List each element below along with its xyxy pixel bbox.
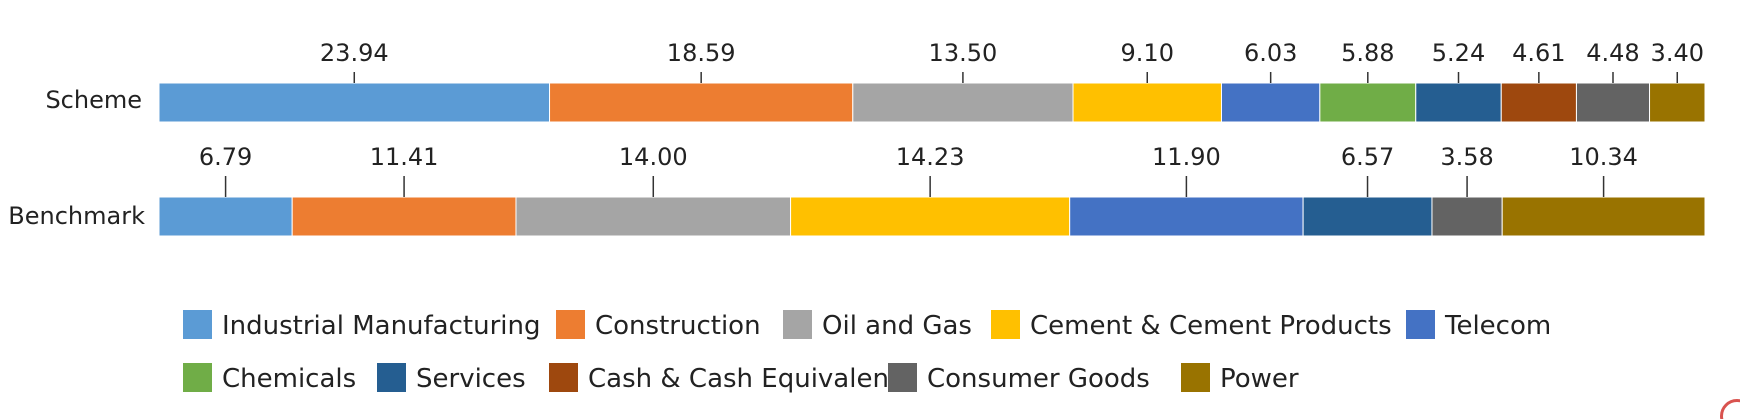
bar-scheme-oil-and-gas bbox=[852, 82, 1074, 123]
data-label-scheme-oil-and-gas: 13.50 bbox=[929, 39, 998, 67]
data-label-scheme-consumer-goods: 4.48 bbox=[1586, 39, 1639, 67]
bar-scheme-consumer-goods bbox=[1575, 82, 1651, 123]
legend-label-telecom: Telecom bbox=[1444, 311, 1551, 341]
legend-swatch-consumer-goods bbox=[888, 363, 917, 392]
data-label-scheme-cement-and-cement-products: 9.10 bbox=[1121, 39, 1174, 67]
row-label-scheme: Scheme bbox=[45, 86, 142, 114]
data-label-benchmark-services: 6.57 bbox=[1341, 143, 1394, 171]
legend-label-oil-and-gas: Oil and Gas bbox=[822, 311, 972, 341]
bar-scheme-telecom bbox=[1220, 82, 1321, 123]
row-label-benchmark: Benchmark bbox=[8, 202, 145, 230]
bar-scheme-construction bbox=[549, 82, 854, 123]
legend-label-consumer-goods: Consumer Goods bbox=[927, 364, 1150, 394]
legend-swatch-chemicals bbox=[183, 363, 212, 392]
legend: Industrial Manufacturing Construction Oil … bbox=[183, 310, 1551, 394]
data-label-scheme-cash-and-cash-equivalent: 4.61 bbox=[1512, 39, 1565, 67]
bar-benchmark-industrial-manufacturing bbox=[158, 196, 293, 237]
data-label-benchmark-construction: 11.41 bbox=[370, 143, 439, 171]
row-labels: Scheme Benchmark bbox=[8, 86, 145, 230]
legend-item-telecom: Telecom bbox=[1406, 310, 1551, 341]
legend-swatch-power bbox=[1181, 363, 1210, 392]
bar-benchmark-telecom bbox=[1069, 196, 1304, 237]
data-label-benchmark-cement-and-cement-products: 14.23 bbox=[896, 143, 965, 171]
bar-benchmark-cement-and-cement-products bbox=[790, 196, 1071, 237]
bar-scheme-power bbox=[1649, 82, 1706, 123]
legend-label-cash-and-cash-equivalent: Cash & Cash Equivalent bbox=[588, 364, 899, 394]
data-label-benchmark-power: 10.34 bbox=[1569, 143, 1638, 171]
bar-benchmark-services bbox=[1302, 196, 1433, 237]
data-label-benchmark-telecom: 11.90 bbox=[1152, 143, 1221, 171]
bar-benchmark-power bbox=[1501, 196, 1706, 237]
legend-label-chemicals: Chemicals bbox=[222, 364, 356, 394]
data-label-scheme-power: 3.40 bbox=[1651, 39, 1704, 67]
data-label-scheme-industrial-manufacturing: 23.94 bbox=[320, 39, 389, 67]
bar-benchmark-construction bbox=[291, 196, 517, 237]
data-label-benchmark-consumer-goods: 3.58 bbox=[1440, 143, 1493, 171]
legend-item-services: Services bbox=[377, 363, 526, 394]
legend-swatch-services bbox=[377, 363, 406, 392]
legend-item-chemicals: Chemicals bbox=[183, 363, 356, 394]
legend-label-construction: Construction bbox=[595, 311, 761, 341]
data-label-scheme-services: 5.24 bbox=[1432, 39, 1485, 67]
data-labels: 23.94 18.59 13.50 9.10 6.03 5.88 5.24 4.61 4.48 3… bbox=[199, 39, 1704, 197]
legend-label-cement-and-cement-products: Cement & Cement Products bbox=[1030, 311, 1392, 341]
legend-item-industrial-manufacturing: Industrial Manufacturing bbox=[183, 310, 540, 341]
legend-item-consumer-goods: Consumer Goods bbox=[888, 363, 1150, 394]
corner-accent bbox=[1718, 399, 1740, 419]
legend-item-cash-and-cash-equivalent: Cash & Cash Equivalent bbox=[549, 363, 899, 394]
bar-scheme-chemicals bbox=[1319, 82, 1417, 123]
legend-item-cement-and-cement-products: Cement & Cement Products bbox=[991, 310, 1392, 341]
data-label-benchmark-industrial-manufacturing: 6.79 bbox=[199, 143, 252, 171]
data-label-scheme-construction: 18.59 bbox=[667, 39, 736, 67]
bar-scheme-cement-and-cement-products bbox=[1072, 82, 1222, 123]
legend-label-industrial-manufacturing: Industrial Manufacturing bbox=[222, 311, 540, 341]
bar-scheme-services bbox=[1415, 82, 1502, 123]
legend-item-oil-and-gas: Oil and Gas bbox=[783, 310, 972, 341]
bar-scheme-cash-and-cash-equivalent bbox=[1500, 82, 1577, 123]
bar-benchmark-oil-and-gas bbox=[515, 196, 792, 237]
legend-label-power: Power bbox=[1220, 364, 1299, 394]
stacked-bars bbox=[158, 82, 1706, 237]
legend-swatch-cement-and-cement-products bbox=[991, 310, 1020, 339]
data-label-scheme-telecom: 6.03 bbox=[1244, 39, 1297, 67]
legend-swatch-construction bbox=[556, 310, 585, 339]
legend-item-construction: Construction bbox=[556, 310, 761, 341]
data-label-scheme-chemicals: 5.88 bbox=[1341, 39, 1394, 67]
bar-benchmark-consumer-goods bbox=[1431, 196, 1503, 237]
legend-label-services: Services bbox=[416, 364, 526, 394]
legend-swatch-industrial-manufacturing bbox=[183, 310, 212, 339]
legend-item-power: Power bbox=[1181, 363, 1299, 394]
legend-swatch-oil-and-gas bbox=[783, 310, 812, 339]
legend-swatch-cash-and-cash-equivalent bbox=[549, 363, 578, 392]
legend-swatch-telecom bbox=[1406, 310, 1435, 339]
bar-scheme-industrial-manufacturing bbox=[158, 82, 551, 123]
data-label-benchmark-oil-and-gas: 14.00 bbox=[619, 143, 688, 171]
